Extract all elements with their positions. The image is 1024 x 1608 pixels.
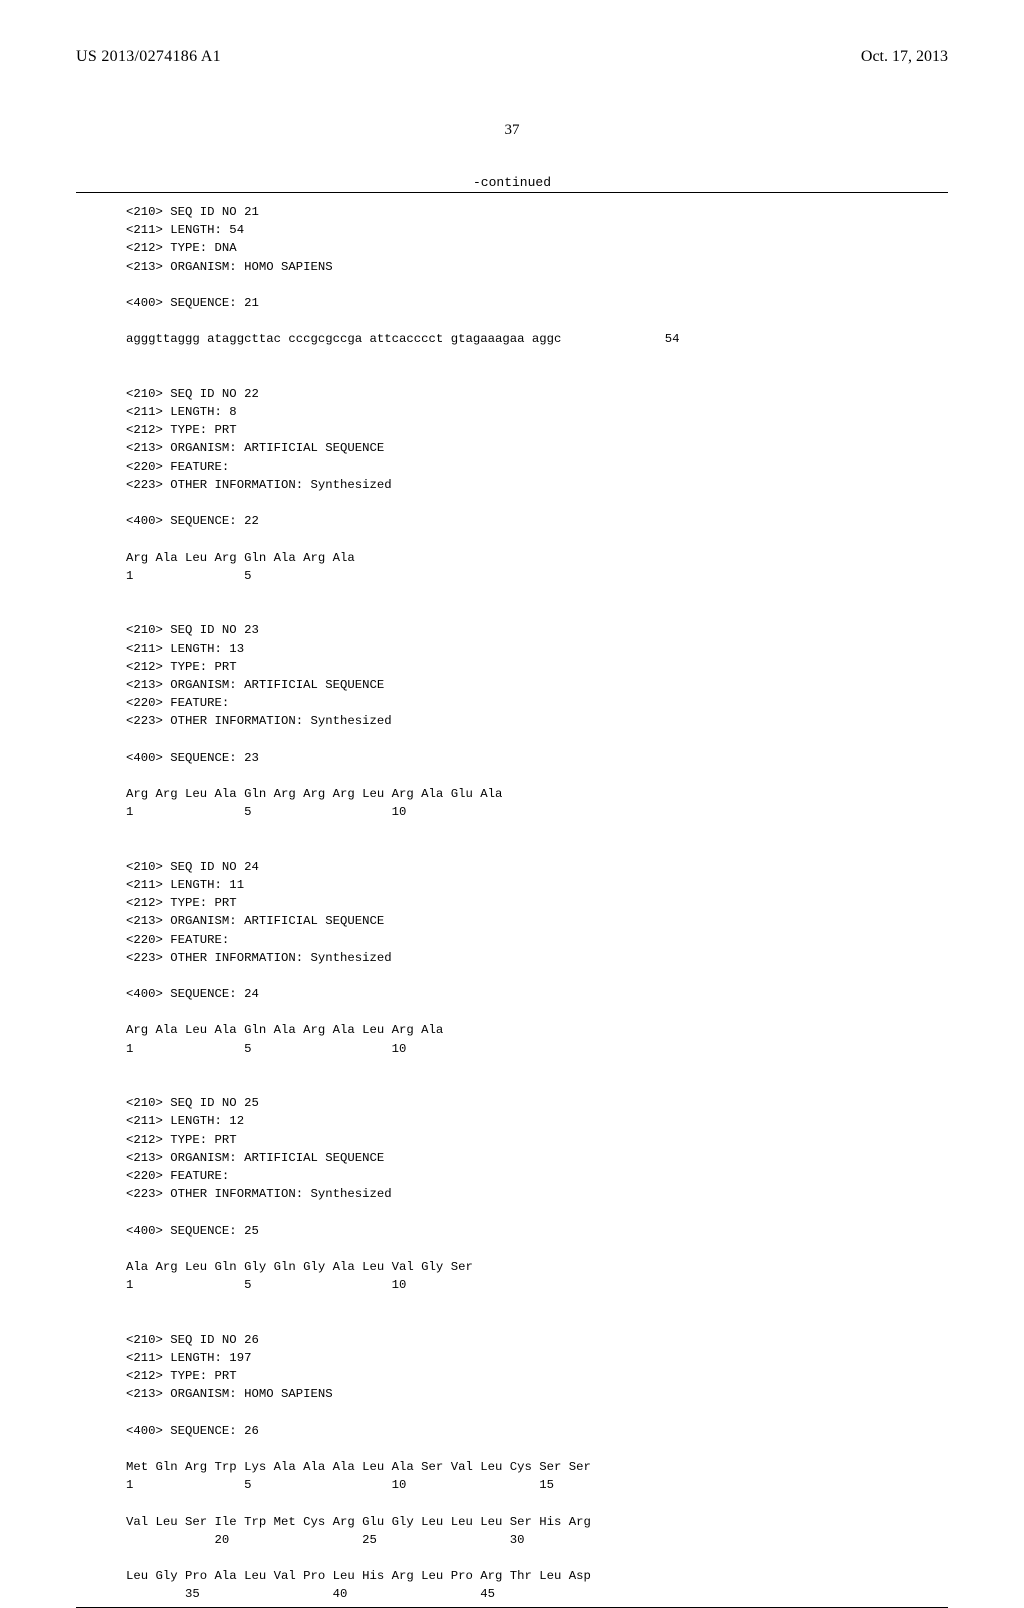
- continued-label: -continued: [76, 175, 948, 190]
- sequence-listing-block: <210> SEQ ID NO 21 <211> LENGTH: 54 <212…: [76, 192, 948, 1608]
- publication-number: US 2013/0274186 A1: [76, 48, 221, 66]
- page-header: US 2013/0274186 A1 Oct. 17, 2013: [76, 48, 948, 66]
- page-number: 37: [76, 122, 948, 139]
- patent-page: US 2013/0274186 A1 Oct. 17, 2013 37 -con…: [0, 0, 1024, 1320]
- publication-date: Oct. 17, 2013: [861, 48, 948, 66]
- sequence-listing-content: <210> SEQ ID NO 21 <211> LENGTH: 54 <212…: [76, 203, 948, 1603]
